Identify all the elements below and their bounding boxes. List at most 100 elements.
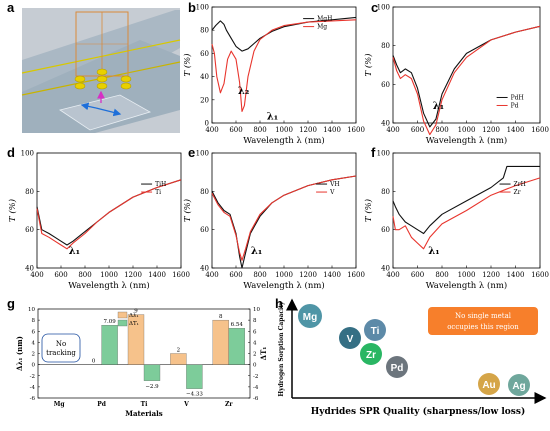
x-tick-label: 600 bbox=[411, 126, 424, 134]
lambda-annotation: λ₂ bbox=[238, 86, 249, 97]
lambda-annotation: λ₁ bbox=[428, 246, 439, 257]
lambda-annotation: λ₁ bbox=[251, 246, 262, 257]
y-tick-label: 40 bbox=[381, 120, 390, 128]
x-tick-label: 1400 bbox=[507, 126, 525, 134]
y2-tick-label: -2 bbox=[253, 374, 258, 380]
panel-label-d: d bbox=[7, 145, 15, 160]
region-note-text: No single metal bbox=[455, 312, 512, 320]
legend-label: ZrH bbox=[514, 181, 526, 188]
x-tick-label: 400 bbox=[386, 271, 399, 279]
bar-value-label: 0 bbox=[92, 359, 96, 365]
y2-tick-label: 4 bbox=[253, 340, 257, 346]
bar-value-label: 9 bbox=[134, 309, 138, 315]
plot-frame bbox=[36, 152, 182, 269]
bubble-label: Au bbox=[482, 380, 495, 391]
y-tick-label: 40 bbox=[200, 73, 209, 81]
x-tick-label: 1600 bbox=[172, 271, 190, 279]
y2-tick-label: -4 bbox=[253, 385, 259, 391]
x-tick-label: 1200 bbox=[299, 271, 317, 279]
lambda-annotation: λ₁ bbox=[69, 246, 80, 257]
bar-ΔT₁ bbox=[101, 325, 118, 365]
legend-label: Δλ₁ bbox=[129, 313, 139, 319]
y-tick-label: 10 bbox=[28, 307, 35, 313]
y-tick-label: 100 bbox=[377, 4, 390, 12]
spectrum-panel-ti: 400 600 800 1000 1200 1400 1600 40 60 80 100 Wavele… bbox=[7, 150, 190, 292]
lambda-annotation: λ₁ bbox=[267, 112, 278, 123]
bar-value-label: 6.54 bbox=[231, 322, 244, 328]
y-tick-label: 60 bbox=[200, 50, 209, 58]
category-label: V bbox=[183, 401, 189, 408]
x-tick-label: 600 bbox=[229, 271, 242, 279]
bubble-mg bbox=[298, 304, 322, 328]
bubble-label: V bbox=[347, 334, 354, 345]
x-tick-label: 1000 bbox=[458, 271, 476, 279]
bar-value-label: 7.09 bbox=[103, 319, 116, 325]
panel-label-f: f bbox=[371, 145, 376, 160]
series-line-pdh bbox=[392, 25, 541, 128]
x-axis-label: Wavelength λ (nm) bbox=[243, 135, 324, 146]
bubble-au bbox=[478, 373, 500, 395]
y-tick-label: 80 bbox=[381, 42, 390, 50]
y-tick-label: 40 bbox=[25, 265, 34, 273]
y-tick-label: 60 bbox=[25, 226, 34, 234]
y-tick-label: -2 bbox=[30, 374, 35, 380]
x-tick-label: 800 bbox=[253, 126, 266, 134]
x-tick-label: 1600 bbox=[347, 271, 365, 279]
x-axis-label: Wavelength λ (nm) bbox=[426, 135, 507, 146]
series-line-v bbox=[211, 175, 357, 261]
bubble-label: Mg bbox=[303, 312, 317, 323]
bar-value-label: 2 bbox=[177, 348, 181, 354]
legend-label: Ti bbox=[155, 189, 161, 196]
bar-value-label: −4.33 bbox=[186, 392, 203, 398]
bar-Δλ₁ bbox=[212, 319, 229, 365]
x-tick-label: 600 bbox=[411, 271, 424, 279]
panel-label-e: e bbox=[188, 145, 195, 160]
x-tick-label: 1200 bbox=[299, 126, 317, 134]
y2-tick-label: 10 bbox=[253, 307, 260, 313]
x-tick-label: 600 bbox=[229, 126, 242, 134]
category-label: Ti bbox=[141, 401, 148, 408]
y-tick-label: 6 bbox=[32, 329, 36, 335]
y-tick-label: 0 bbox=[205, 120, 209, 128]
legend-label: TiH bbox=[155, 181, 166, 188]
y-axis-label: T (%) bbox=[182, 53, 193, 76]
category-label: Zr bbox=[225, 401, 233, 408]
bar-value-label: 8 bbox=[219, 314, 223, 320]
shift-bar-chart: -6 -6 -4 -4 -2 -2 0 0 2 2 4 4 6 6 8 8 10 10 Mg Pd 0 7.09 Ti 9 −2… bbox=[15, 307, 268, 418]
bar-Δλ₁ bbox=[127, 314, 145, 365]
no-tracking-box bbox=[41, 333, 81, 363]
y-tick-label: -6 bbox=[30, 396, 36, 402]
legend-label: PdH bbox=[511, 94, 524, 101]
x-tick-label: 1200 bbox=[482, 126, 500, 134]
y-tick-label: 100 bbox=[377, 150, 390, 158]
y-tick-label: 80 bbox=[25, 188, 34, 196]
y2-tick-label: 6 bbox=[253, 329, 257, 335]
category-label: Mg bbox=[54, 401, 66, 408]
x-tick-label: 1400 bbox=[507, 271, 525, 279]
legend-label: VH bbox=[329, 181, 340, 188]
panel-label-h: h bbox=[275, 296, 283, 311]
spectrum-panel-zr: 400 600 800 1000 1200 1400 1600 40 60 80 100 Wavele… bbox=[363, 150, 549, 292]
x-tick-label: 1400 bbox=[323, 271, 341, 279]
legend-label: ΔT₁ bbox=[129, 321, 139, 327]
structure-illustration bbox=[21, 8, 181, 133]
x-tick-label: 400 bbox=[386, 126, 399, 134]
x-tick-label: 800 bbox=[435, 271, 448, 279]
x-axis-label: Wavelength λ (nm) bbox=[68, 280, 149, 291]
bubble-label: Ti bbox=[371, 326, 380, 337]
panel-label-g: g bbox=[7, 296, 15, 311]
category-label: Pd bbox=[97, 401, 107, 408]
y-tick-label: 60 bbox=[381, 226, 390, 234]
y-tick-label: 100 bbox=[196, 150, 209, 158]
y2-tick-label: 2 bbox=[253, 352, 257, 358]
x-axis-label: Wavelength λ (nm) bbox=[243, 280, 324, 291]
x-tick-label: 1000 bbox=[458, 126, 476, 134]
lambda-annotation: λ₁ bbox=[433, 101, 444, 112]
x-tick-label: 1600 bbox=[347, 126, 365, 134]
bar-ΔT₁ bbox=[186, 364, 203, 389]
series-line-mg bbox=[211, 19, 357, 112]
y-tick-label: 40 bbox=[200, 265, 209, 273]
spectrum-panel-v: 400 600 800 1000 1200 1400 1600 40 60 80 100 Wavele… bbox=[182, 150, 365, 292]
bar-ΔT₁ bbox=[228, 328, 245, 365]
